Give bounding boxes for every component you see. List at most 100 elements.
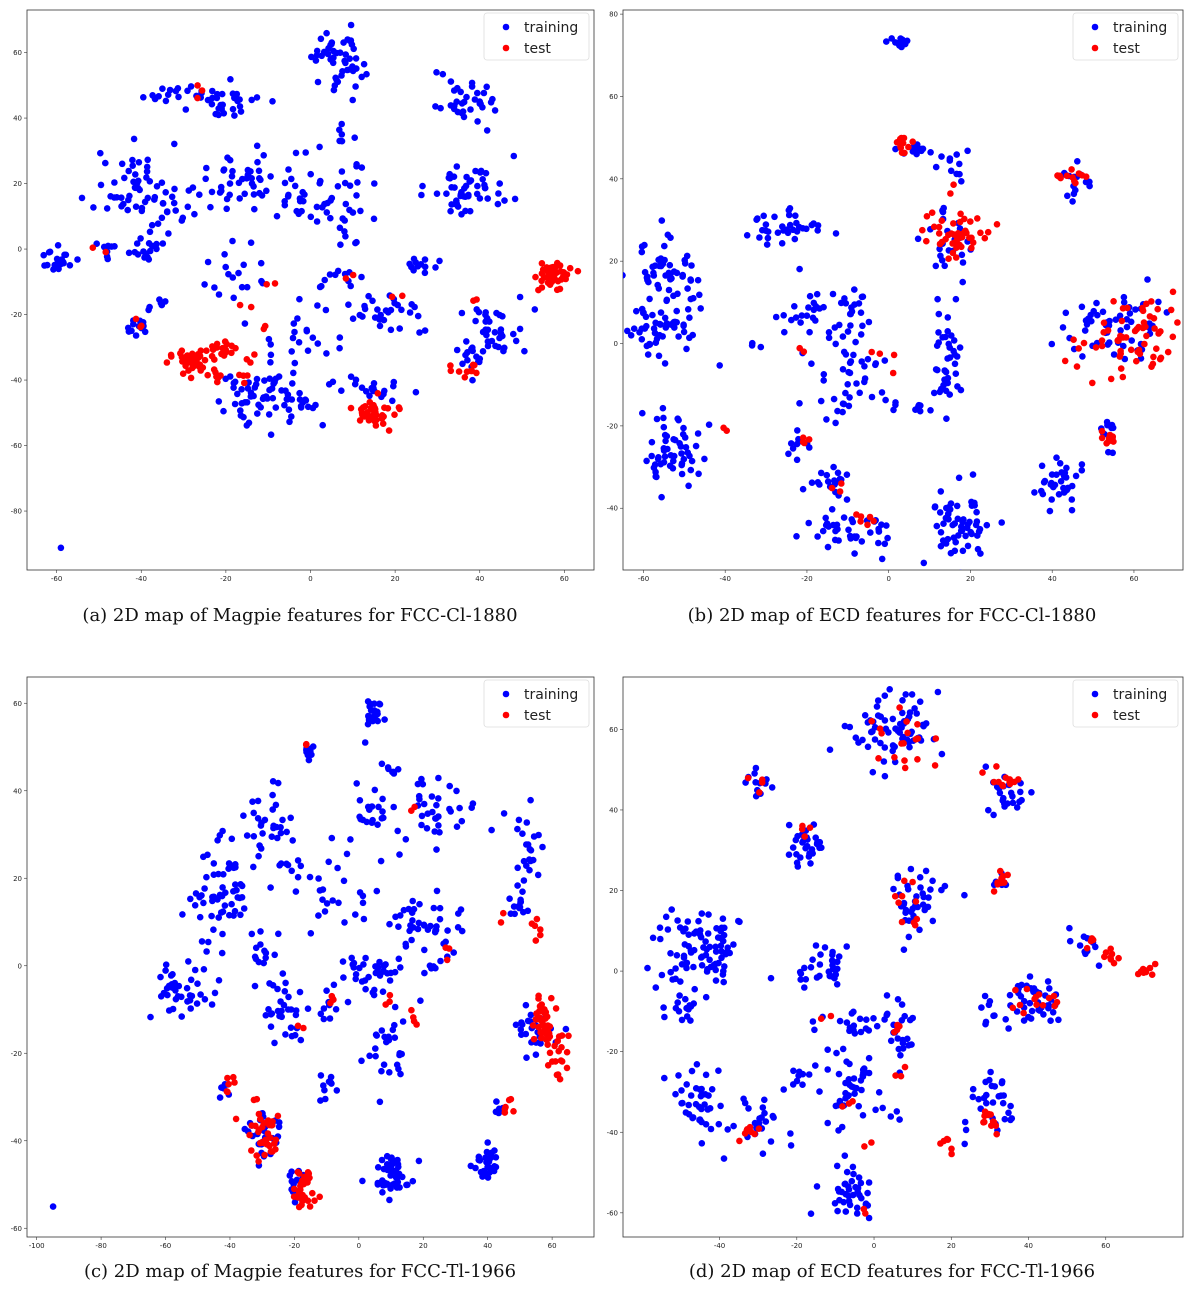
training-point xyxy=(839,1045,847,1053)
y-tick-label: 60 xyxy=(609,93,618,101)
training-point xyxy=(959,547,967,555)
training-point xyxy=(250,191,258,198)
training-point xyxy=(1006,991,1014,999)
test-point xyxy=(1117,365,1125,372)
training-point xyxy=(353,65,360,72)
test-point xyxy=(981,1108,989,1115)
test-point xyxy=(993,221,1001,228)
training-point xyxy=(929,877,936,885)
test-point xyxy=(359,411,366,419)
training-point xyxy=(339,215,347,222)
training-point xyxy=(320,1005,328,1012)
training-point xyxy=(369,717,377,725)
training-point xyxy=(178,217,186,224)
training-point xyxy=(875,528,883,535)
training-point xyxy=(847,322,854,329)
training-point xyxy=(813,290,821,298)
training-point xyxy=(340,877,348,885)
training-point xyxy=(49,1203,57,1210)
test-point xyxy=(736,1137,743,1145)
training-point xyxy=(450,87,458,94)
training-point xyxy=(520,908,527,916)
training-point xyxy=(390,1159,398,1166)
training-point xyxy=(816,972,823,980)
training-point xyxy=(365,973,372,981)
training-point xyxy=(484,1139,492,1146)
training-point xyxy=(881,772,889,780)
training-point xyxy=(638,248,646,256)
training-point xyxy=(808,221,816,229)
training-point xyxy=(62,251,70,259)
training-point xyxy=(265,1006,272,1013)
training-point xyxy=(807,860,814,867)
training-point xyxy=(791,235,799,243)
x-tick-label: -20 xyxy=(801,575,812,583)
test-point xyxy=(538,260,546,267)
test-point xyxy=(552,1058,559,1065)
test-point xyxy=(1098,434,1106,442)
training-point xyxy=(653,415,661,423)
training-point xyxy=(491,1163,498,1170)
training-point xyxy=(990,811,997,819)
training-point xyxy=(975,1095,982,1103)
training-point xyxy=(809,956,816,963)
training-point xyxy=(329,897,337,904)
training-point xyxy=(381,387,388,395)
training-point xyxy=(682,1109,690,1116)
training-point xyxy=(104,255,111,263)
training-point xyxy=(248,930,256,938)
training-point xyxy=(370,215,378,223)
training-point xyxy=(1068,482,1076,490)
training-point xyxy=(680,328,688,336)
training-point xyxy=(277,829,285,837)
training-point xyxy=(277,860,285,867)
training-point xyxy=(241,190,248,198)
training-point xyxy=(843,943,850,950)
training-point xyxy=(289,334,297,342)
training-point xyxy=(275,930,282,938)
training-point xyxy=(717,1102,724,1110)
training-point xyxy=(130,135,138,143)
training-point xyxy=(133,240,141,247)
training-point xyxy=(230,294,237,302)
training-point xyxy=(237,108,245,115)
training-point xyxy=(531,306,539,313)
training-point xyxy=(892,145,899,153)
training-point xyxy=(633,307,640,315)
training-point xyxy=(867,529,874,536)
training-point xyxy=(834,965,841,973)
training-point xyxy=(363,70,370,78)
test-point xyxy=(471,361,478,369)
training-point xyxy=(192,890,200,897)
training-point xyxy=(1048,340,1056,348)
test-point xyxy=(1006,778,1013,786)
training-point xyxy=(649,263,656,271)
training-point xyxy=(391,1003,399,1011)
test-point xyxy=(952,254,960,261)
training-point xyxy=(702,938,709,945)
training-point xyxy=(313,203,321,211)
legend-label-test: test xyxy=(1113,41,1140,57)
training-point xyxy=(636,329,643,336)
training-point xyxy=(843,496,851,503)
test-point xyxy=(371,417,378,425)
training-point xyxy=(697,927,704,934)
training-point xyxy=(234,894,241,901)
training-point xyxy=(185,958,192,965)
series-training xyxy=(49,698,570,1210)
training-point xyxy=(832,230,840,237)
y-tick-label: 20 xyxy=(609,258,618,266)
training-point xyxy=(517,1026,525,1033)
training-point xyxy=(283,828,291,836)
training-point xyxy=(858,358,865,365)
training-point xyxy=(57,544,65,552)
training-point xyxy=(854,1188,861,1195)
training-point xyxy=(299,188,307,196)
training-point xyxy=(304,1005,312,1012)
test-point xyxy=(177,350,184,357)
training-point xyxy=(1038,462,1046,470)
training-point xyxy=(278,1007,285,1015)
training-point xyxy=(932,163,940,171)
training-point xyxy=(772,313,780,321)
